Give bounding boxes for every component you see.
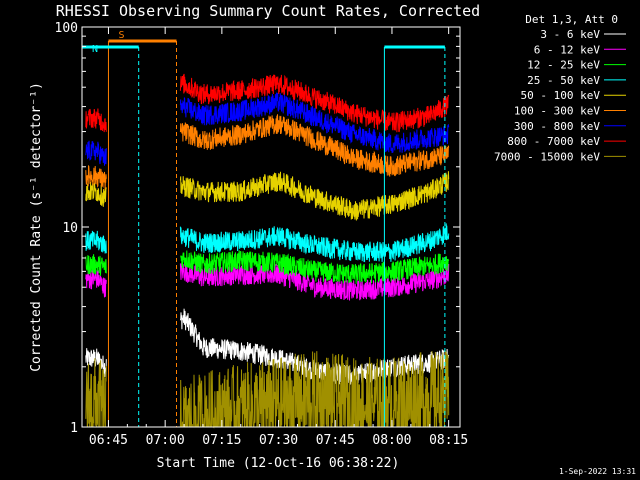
x-axis: 06:45 07:00 07:15 07:30 07:45 08:00 08:15 [89, 27, 468, 448]
legend-label: 800 - 7000 keV [507, 135, 600, 148]
legend-entry-2: 12 - 25 keV [527, 59, 626, 72]
flag-label-s: S [118, 30, 124, 41]
series-line-3 [85, 223, 450, 263]
legend-label: 7000 - 15000 keV [494, 150, 600, 163]
series-2 [85, 250, 450, 284]
legend-entry-8: 7000 - 15000 keV [494, 150, 626, 163]
plot-data-area [85, 73, 450, 429]
legend-label: 100 - 300 keV [514, 105, 600, 118]
series-1 [85, 263, 450, 301]
legend-entry-0: 3 - 6 keV [540, 28, 626, 41]
x-tick-label: 06:45 [89, 433, 128, 448]
series-line-2 [85, 250, 450, 284]
legend-title: Det 1,3, Att 0 [525, 13, 618, 26]
series-line-4 [85, 171, 450, 221]
series-line-6 [85, 92, 450, 166]
flag-segment-2 [383, 45, 446, 427]
series-line-5 [85, 114, 450, 190]
x-tick-label: 08:00 [372, 433, 411, 448]
legend-entry-5: 100 - 300 keV [514, 105, 626, 118]
series-3 [85, 223, 450, 263]
series-line-7 [85, 73, 450, 133]
legend-label: 25 - 50 keV [527, 74, 600, 87]
y-tick-label: 100 [55, 21, 78, 36]
x-tick-3: 07:30 [259, 27, 317, 448]
flag-label-n: N [92, 44, 98, 55]
y-axis-label: Corrected Count Rate (s⁻¹ detector⁻¹) [29, 82, 44, 372]
y-tick-label: 10 [62, 221, 78, 236]
legend-entry-4: 50 - 100 keV [521, 89, 626, 102]
series-8 [85, 350, 450, 429]
x-tick-0: 06:45 [89, 27, 147, 448]
legend-label: 50 - 100 keV [521, 89, 601, 102]
x-tick-4: 07:45 [316, 27, 374, 448]
x-tick-label: 07:15 [202, 433, 241, 448]
legend: Det 1,3, Att 0 3 - 6 keV 6 - 12 keV 12 - 2… [494, 13, 626, 163]
y-tick-2: 100 [55, 21, 460, 36]
legend-entry-1: 6 - 12 keV [534, 43, 626, 56]
x-tick-label: 07:30 [259, 433, 298, 448]
y-tick-label: 1 [70, 421, 78, 436]
series-6 [85, 92, 450, 166]
legend-entry-3: 25 - 50 keV [527, 74, 626, 87]
legend-label: 6 - 12 keV [534, 43, 601, 56]
flag-s: S [107, 30, 177, 427]
series-line-1 [85, 263, 450, 301]
y-axis: 1 10 100 [55, 21, 460, 436]
legend-label: 300 - 800 keV [514, 120, 600, 133]
series-4 [85, 171, 450, 221]
legend-entry-7: 800 - 7000 keV [507, 135, 626, 148]
legend-label: 3 - 6 keV [540, 28, 600, 41]
x-axis-label: Start Time (12-Oct-16 06:38:22) [157, 456, 400, 471]
x-tick-1: 07:00 [146, 27, 204, 448]
legend-entry-6: 300 - 800 keV [514, 120, 626, 133]
series-line-8 [85, 350, 450, 429]
x-tick-6: 08:15 [429, 27, 468, 448]
series-5 [85, 114, 450, 190]
x-tick-5: 08:00 [372, 27, 431, 448]
legend-label: 12 - 25 keV [527, 59, 600, 72]
series-7 [85, 73, 450, 133]
date-stamp: 1-Sep-2022 13:31 [559, 467, 636, 476]
x-tick-label: 08:15 [429, 433, 468, 448]
x-tick-2: 07:15 [202, 27, 261, 448]
chart-title: RHESSI Observing Summary Count Rates, Co… [56, 2, 480, 20]
y-tick-1: 10 [62, 35, 460, 236]
x-tick-label: 07:45 [316, 433, 355, 448]
x-tick-label: 07:00 [146, 433, 185, 448]
y-tick-0: 1 [70, 235, 460, 436]
